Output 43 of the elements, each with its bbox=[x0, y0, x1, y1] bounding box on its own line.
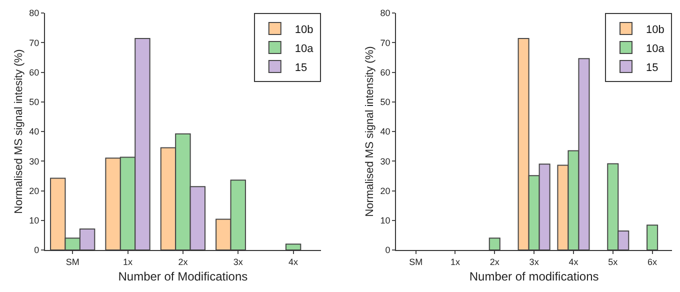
y-tick-label: 10 bbox=[380, 216, 390, 226]
y-tick-label: 20 bbox=[29, 186, 40, 196]
bar bbox=[285, 244, 302, 250]
y-tick-label: 60 bbox=[380, 67, 390, 78]
x-tick-label: 4x bbox=[568, 256, 579, 267]
y-axis-title: Normalised MS signal intensity (%) bbox=[364, 46, 376, 217]
x-axis-title: Number of modifications bbox=[469, 270, 599, 284]
y-tick-label: 60 bbox=[29, 67, 40, 78]
y-axis-title: Normalised MS signal intesity (%) bbox=[12, 49, 25, 214]
x-tick-label: SM bbox=[66, 256, 80, 267]
y-tick-label: 0 bbox=[385, 245, 390, 256]
x-tick-label: 5x bbox=[608, 256, 618, 267]
x-tick-label: 4x bbox=[288, 256, 299, 267]
x-tick-label: SM bbox=[409, 256, 423, 267]
x-tick-label: 1x bbox=[123, 256, 134, 267]
legend-label: 10b bbox=[294, 24, 314, 36]
y-tick-label: 70 bbox=[380, 38, 390, 48]
y-tick-label: 10 bbox=[29, 216, 40, 226]
y-tick-label: 70 bbox=[29, 38, 40, 48]
y-tick-label: 80 bbox=[29, 8, 40, 18]
bar bbox=[646, 224, 658, 250]
bar bbox=[488, 238, 500, 250]
x-tick-label: 2x bbox=[178, 256, 188, 267]
y-tick-label: 30 bbox=[29, 156, 40, 166]
y-tick-label: 20 bbox=[380, 186, 390, 196]
legend-label: 10b bbox=[646, 24, 664, 36]
legend-label: 15 bbox=[294, 62, 308, 74]
y-tick-label: 50 bbox=[29, 97, 40, 108]
legend-label: 15 bbox=[646, 62, 658, 74]
x-tick-label: 1x bbox=[450, 256, 460, 267]
x-tick-label: 2x bbox=[490, 256, 500, 267]
x-tick-label: 3x bbox=[529, 256, 540, 267]
y-tick-label: 80 bbox=[380, 8, 390, 18]
y-tick-label: 40 bbox=[380, 126, 390, 137]
y-tick-label: 50 bbox=[380, 97, 390, 108]
x-tick-label: 3x bbox=[233, 256, 244, 267]
y-tick-label: 30 bbox=[380, 156, 390, 166]
legend-label: 10a bbox=[646, 42, 666, 55]
legend-label: 10a bbox=[294, 42, 314, 55]
y-tick-label: 40 bbox=[29, 126, 40, 137]
y-tick-label: 0 bbox=[34, 245, 40, 256]
x-tick-label: 6x bbox=[648, 256, 658, 267]
x-axis-title: Number of Modifications bbox=[118, 270, 248, 284]
